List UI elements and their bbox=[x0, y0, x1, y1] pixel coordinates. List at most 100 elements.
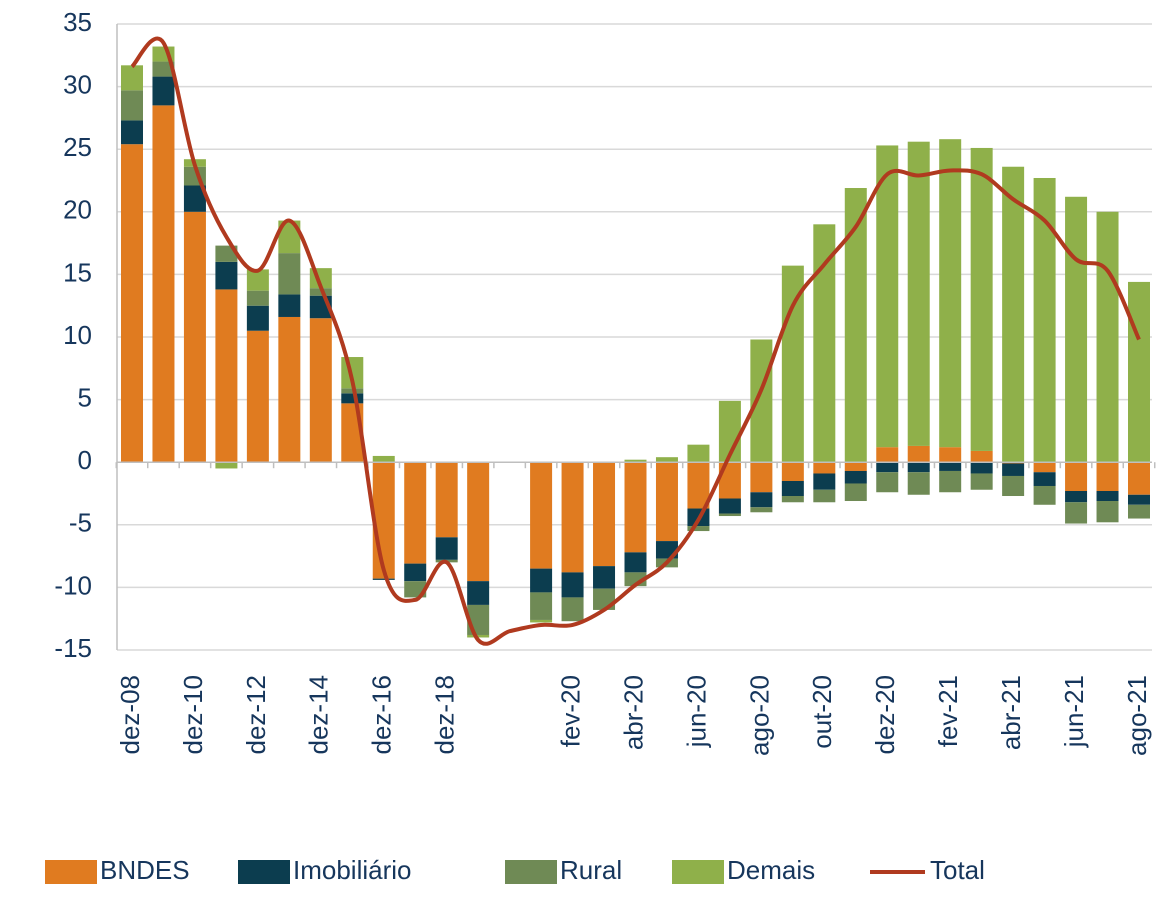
bar bbox=[844, 188, 867, 463]
bar bbox=[561, 597, 584, 622]
bar bbox=[970, 473, 993, 490]
bar bbox=[278, 220, 301, 254]
bar bbox=[1033, 485, 1056, 505]
bar bbox=[939, 139, 962, 448]
bar bbox=[435, 462, 458, 538]
bar bbox=[624, 459, 647, 463]
legend-swatch bbox=[238, 860, 290, 884]
bar bbox=[1065, 462, 1088, 491]
y-tick-label: 15 bbox=[63, 257, 92, 287]
bar bbox=[1128, 504, 1150, 519]
legend-swatch bbox=[505, 860, 557, 884]
legend-swatch bbox=[672, 860, 724, 884]
bar bbox=[624, 552, 647, 573]
bar bbox=[530, 568, 553, 593]
bar bbox=[121, 90, 143, 121]
x-tick-label: dez-12 bbox=[241, 675, 271, 755]
bar bbox=[121, 120, 143, 145]
x-tick-label: out-20 bbox=[807, 675, 837, 749]
y-tick-label: 25 bbox=[63, 132, 92, 162]
bar bbox=[844, 483, 867, 502]
bar bbox=[876, 472, 899, 493]
x-tick-label: abr-21 bbox=[996, 675, 1026, 750]
bar bbox=[593, 462, 616, 567]
bar bbox=[813, 462, 836, 474]
bar bbox=[1002, 475, 1025, 497]
bar bbox=[404, 563, 427, 582]
bar bbox=[939, 447, 962, 463]
bar bbox=[593, 566, 616, 589]
bar bbox=[687, 526, 710, 532]
bar bbox=[561, 462, 584, 573]
bar bbox=[813, 224, 836, 463]
bar bbox=[655, 462, 678, 542]
x-tick-label: jun-21 bbox=[1059, 675, 1089, 748]
y-tick-label: 30 bbox=[63, 69, 92, 99]
bar bbox=[781, 496, 804, 503]
x-tick-label: fev-21 bbox=[933, 675, 963, 747]
bar bbox=[750, 339, 773, 463]
bar bbox=[1002, 166, 1025, 463]
bar bbox=[467, 462, 490, 582]
bar bbox=[435, 537, 458, 560]
x-tick-label: dez-08 bbox=[115, 675, 145, 755]
y-tick-label: -10 bbox=[54, 570, 92, 600]
bar bbox=[530, 619, 553, 623]
bar bbox=[1033, 462, 1056, 473]
bar bbox=[781, 462, 804, 481]
bar bbox=[939, 470, 962, 493]
x-tick-label: dez-10 bbox=[178, 675, 208, 755]
bar bbox=[278, 294, 301, 317]
x-tick-label: ago-21 bbox=[1122, 675, 1152, 756]
y-tick-label: 5 bbox=[78, 382, 92, 412]
bar bbox=[1128, 462, 1150, 495]
bar bbox=[970, 450, 993, 463]
bar bbox=[372, 455, 395, 463]
bar bbox=[152, 61, 175, 77]
bar bbox=[467, 634, 490, 638]
bar bbox=[1096, 462, 1119, 491]
bar bbox=[1002, 463, 1025, 476]
bar bbox=[781, 480, 804, 497]
bar bbox=[530, 592, 553, 620]
x-tick-label: dez-18 bbox=[430, 675, 460, 755]
x-tick-label: dez-14 bbox=[304, 675, 334, 755]
legend-swatch bbox=[45, 860, 97, 884]
legend-label: BNDES bbox=[100, 855, 190, 885]
bar bbox=[624, 462, 647, 553]
bar bbox=[1065, 502, 1088, 524]
bar bbox=[183, 185, 206, 212]
bar bbox=[876, 462, 899, 473]
bar bbox=[718, 462, 741, 499]
line bbox=[130, 36, 1141, 646]
bar bbox=[215, 462, 238, 469]
bar bbox=[750, 507, 773, 513]
bar bbox=[687, 462, 710, 509]
bar bbox=[215, 289, 238, 463]
bar bbox=[467, 581, 490, 605]
y-tick-label: 35 bbox=[63, 7, 92, 37]
y-tick-label: 0 bbox=[78, 445, 92, 475]
bar bbox=[215, 261, 238, 290]
bar bbox=[907, 445, 930, 463]
bar bbox=[1096, 501, 1119, 523]
bar bbox=[404, 462, 427, 564]
bar bbox=[907, 141, 930, 446]
y-tick-label: 20 bbox=[63, 195, 92, 225]
legend-label: Demais bbox=[727, 855, 815, 885]
bar bbox=[152, 76, 175, 106]
bar bbox=[278, 316, 301, 463]
bar bbox=[687, 444, 710, 463]
bar bbox=[1096, 211, 1119, 463]
bar bbox=[718, 498, 741, 514]
bar bbox=[278, 253, 301, 295]
x-tick-label: dez-16 bbox=[367, 675, 397, 755]
bar bbox=[1128, 281, 1150, 463]
bar bbox=[1065, 490, 1088, 503]
bar bbox=[1065, 196, 1088, 463]
bar bbox=[907, 462, 930, 473]
x-tick-label: jun-20 bbox=[681, 675, 711, 748]
bar bbox=[246, 269, 269, 291]
bar bbox=[876, 447, 899, 463]
